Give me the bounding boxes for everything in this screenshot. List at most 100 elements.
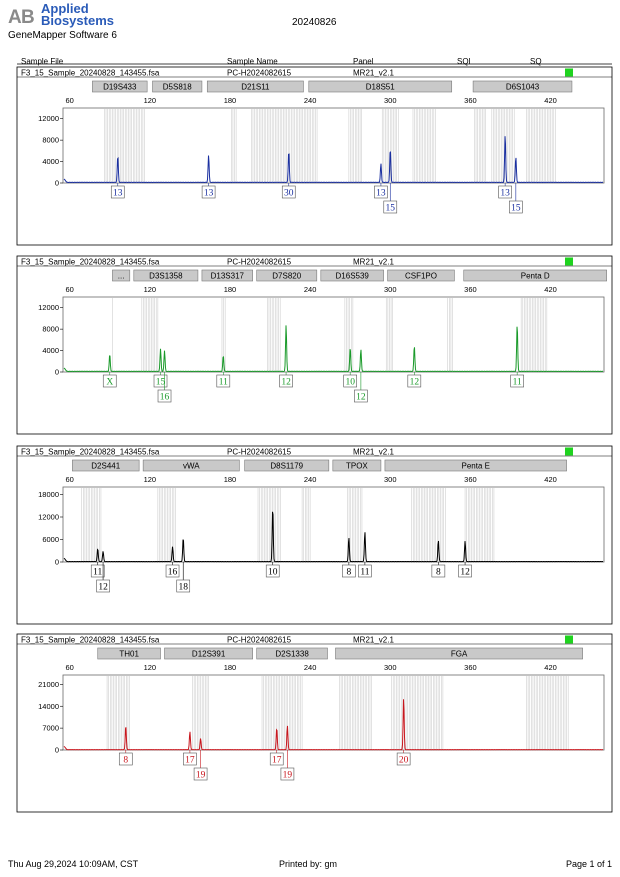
panel-panel-name: MR21_v2.1	[353, 258, 394, 267]
marker-label: D13S317	[211, 272, 245, 281]
x-tick-label: 60	[66, 96, 74, 105]
allele-call-label: 17	[272, 756, 282, 766]
x-tick-label: 120	[144, 285, 157, 294]
marker-label: D19S433	[103, 83, 137, 92]
allele-call-label: 8	[346, 568, 351, 578]
allele-call-box	[458, 564, 472, 578]
x-tick-label: 120	[144, 475, 157, 484]
panel-frame	[16, 445, 613, 625]
allele-call-label: 11	[93, 568, 102, 578]
allele-call-box	[118, 752, 133, 766]
x-tick-label: 120	[144, 663, 157, 672]
allele-call-box	[354, 389, 368, 403]
y-tick-label: 18000	[38, 490, 59, 499]
panel-frame	[16, 255, 613, 435]
allele-call-box	[342, 564, 356, 578]
allele-call-box	[358, 564, 372, 578]
y-tick-label: 0	[55, 368, 59, 377]
marker-label: D6S1043	[506, 83, 540, 92]
allele-call-label: 16	[168, 568, 178, 578]
panel-sample-name: PC-H2024082615	[227, 448, 292, 457]
allele-call-box	[102, 374, 117, 388]
marker-D18S51	[308, 80, 453, 93]
marker-label: D2S441	[91, 462, 120, 471]
marker-D21S11	[206, 80, 304, 93]
column-header-sample-name: Sample Name	[227, 57, 278, 66]
column-header-sample-file: Sample File	[21, 57, 64, 66]
y-tick-label: 12000	[38, 513, 59, 522]
brand-name: Applied Biosystems	[41, 1, 114, 27]
allele-call-label: 8	[436, 568, 441, 578]
panel-4: F3_15_Sample_20240828_143455.fsa PC-H2024…	[16, 633, 613, 813]
y-tick-label: 8000	[42, 136, 59, 145]
allele-call-label: 11	[513, 378, 522, 388]
panel-frame	[16, 633, 613, 813]
applied-biosystems-logo-icon: A B	[8, 6, 38, 28]
software-name: GeneMapper Software 6	[8, 30, 117, 41]
panel-panel-name: MR21_v2.1	[353, 448, 394, 457]
x-tick-label: 180	[224, 475, 237, 484]
y-tick-label: 14000	[38, 702, 59, 711]
allele-call-label: 18	[178, 583, 188, 593]
status-ok-indicator	[565, 257, 573, 266]
allele-call-box	[96, 579, 110, 593]
panel-panel-name: MR21_v2.1	[353, 69, 394, 78]
marker-D7S820	[256, 269, 318, 282]
allele-call-label: 12	[410, 378, 420, 388]
marker-D6S1043	[472, 80, 573, 93]
brand-line-1: Applied	[41, 1, 89, 16]
marker-label: ...	[118, 272, 125, 281]
x-tick-label: 300	[384, 475, 397, 484]
allele-call-box	[509, 200, 523, 214]
y-tick-label: 21000	[38, 680, 59, 689]
panel-2: F3_15_Sample_20240828_143455.fsa PC-H2024…	[16, 255, 613, 435]
marker-CSF1PO	[387, 269, 455, 282]
x-tick-label: 60	[66, 475, 74, 484]
panel-sample-file: F3_15_Sample_20240828_143455.fsa	[21, 69, 160, 78]
marker-D2S1338	[256, 647, 328, 660]
x-tick-label: 300	[384, 663, 397, 672]
marker-D8S1179	[244, 459, 330, 472]
allele-call-label: 19	[196, 771, 206, 781]
marker-TH01	[97, 647, 161, 660]
y-tick-label: 6000	[42, 535, 59, 544]
marker-D12S391	[164, 647, 253, 660]
printed-timestamp: Thu Aug 29,2024 10:09AM, CST	[8, 859, 139, 869]
allele-call-box	[510, 374, 524, 388]
marker-label: TH01	[119, 650, 139, 659]
allele-call-box	[269, 752, 284, 766]
x-tick-label: 240	[304, 663, 317, 672]
x-tick-label: 420	[544, 663, 557, 672]
allele-call-label: 16	[160, 393, 170, 403]
marker-label: D18S51	[366, 83, 395, 92]
allele-call-box	[216, 374, 231, 388]
panel-3: F3_15_Sample_20240828_143455.fsa PC-H2024…	[16, 445, 613, 625]
allele-call-box	[153, 374, 168, 388]
marker-label: TPOX	[346, 462, 368, 471]
marker-D13S317	[201, 269, 253, 282]
allele-call-label: 11	[360, 568, 369, 578]
allele-call-box	[396, 752, 411, 766]
column-header-sq: SQ	[530, 57, 542, 66]
allele-call-label: 10	[268, 568, 278, 578]
trace-line	[63, 325, 603, 373]
x-tick-label: 360	[464, 475, 477, 484]
marker-label: D16S539	[336, 272, 370, 281]
x-tick-label: 60	[66, 663, 74, 672]
marker-D2S441	[72, 459, 140, 472]
marker-label: D2S1338	[275, 650, 309, 659]
y-tick-label: 4000	[42, 157, 59, 166]
column-header-sqi: SQI	[457, 57, 471, 66]
printed-by: Printed by: gm	[279, 859, 338, 869]
allele-call-label: 30	[284, 189, 294, 199]
x-tick-label: 240	[304, 475, 317, 484]
allele-call-box	[431, 564, 446, 578]
marker-label: D5S818	[163, 83, 192, 92]
x-tick-label: 180	[224, 663, 237, 672]
x-tick-label: 180	[224, 96, 237, 105]
y-tick-label: 12000	[38, 303, 59, 312]
allele-call-box	[343, 374, 357, 388]
allele-call-label: 11	[219, 378, 228, 388]
x-tick-label: 360	[464, 663, 477, 672]
marker-...	[112, 269, 131, 282]
